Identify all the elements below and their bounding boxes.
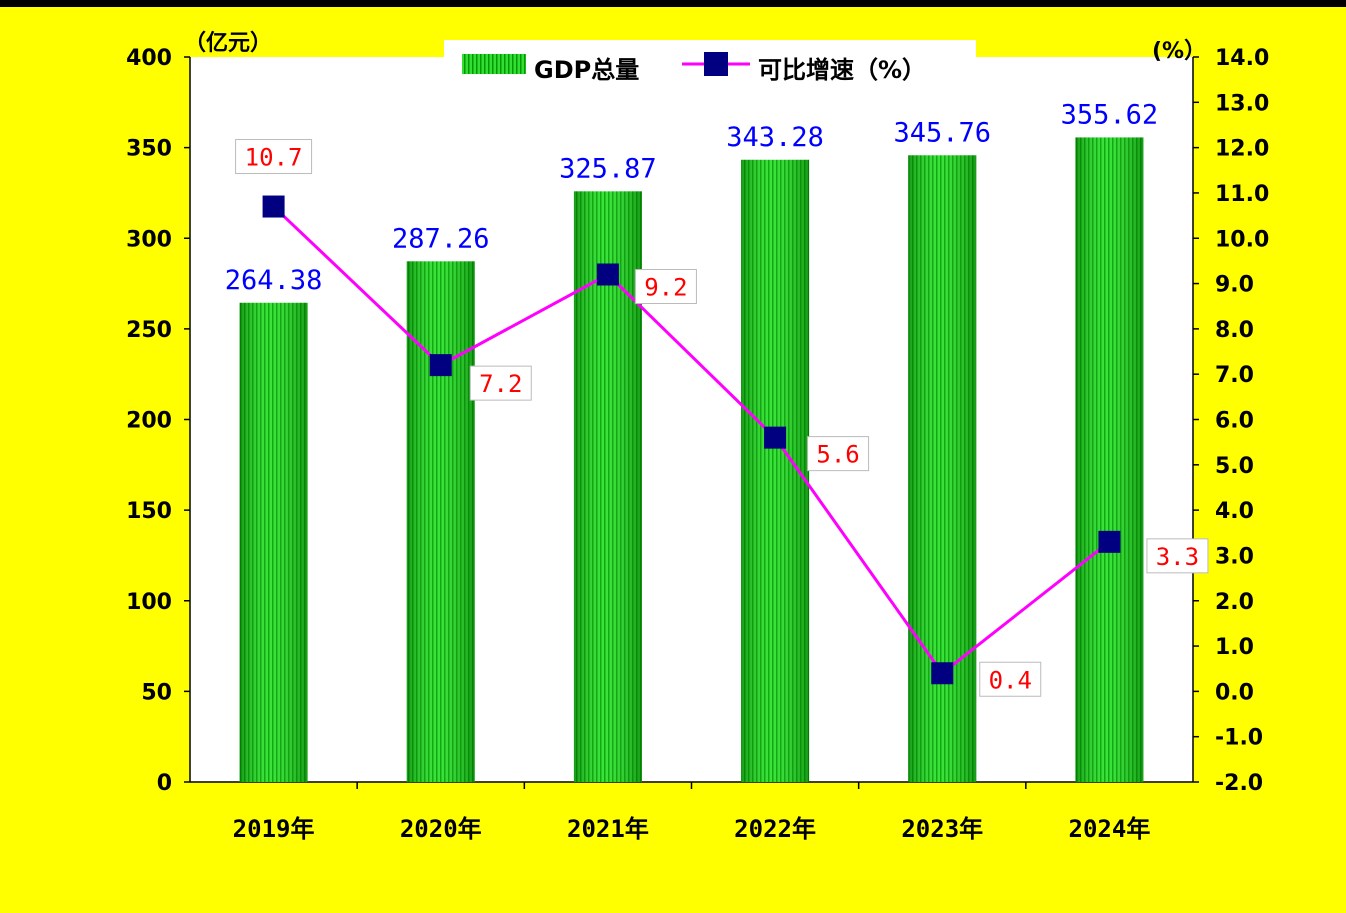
right-tick-label: 9.0 xyxy=(1215,273,1254,298)
axes: 0 50 100 150 200 250 300 350 400 -2.0 -1.0 0.0 1.0 2.… xyxy=(126,46,1269,843)
x-category-label: 2020年 xyxy=(400,815,482,843)
gdp-bar-shading xyxy=(573,191,642,783)
right-tick-label: 4.0 xyxy=(1215,499,1254,524)
data-labels: 264.38 287.26 325.87 343.28 345.76 355.62 10.7… xyxy=(225,99,1209,697)
right-tick-label: 0.0 xyxy=(1215,680,1254,705)
line-series xyxy=(262,195,1121,685)
gdp-bar-value-label: 264.38 xyxy=(225,265,323,296)
right-tick-label: 12.0 xyxy=(1215,137,1269,162)
growth-marker xyxy=(931,662,954,685)
x-category-label: 2019年 xyxy=(233,815,315,843)
growth-label-box xyxy=(469,365,532,401)
x-category-label: 2024年 xyxy=(1069,815,1151,843)
right-tick-label: 13.0 xyxy=(1215,91,1269,116)
top-border xyxy=(0,0,1346,7)
growth-value-label: 9.2 xyxy=(644,274,687,302)
right-tick-label: 11.0 xyxy=(1215,182,1269,207)
growth-marker xyxy=(262,195,285,218)
gdp-bar-value-label: 345.76 xyxy=(893,117,991,148)
right-tick-label: 14.0 xyxy=(1215,46,1269,71)
right-axis-unit: (%） xyxy=(1152,39,1206,64)
growth-value-label: 7.2 xyxy=(479,370,522,398)
growth-marker xyxy=(1098,530,1121,553)
legend: GDP总量 可比增速（%） xyxy=(444,40,976,84)
gdp-bar-shading xyxy=(239,302,308,782)
bar-series xyxy=(239,137,1144,783)
left-tick-label: 250 xyxy=(126,318,172,343)
growth-value-label: 0.4 xyxy=(989,666,1032,694)
growth-label-box xyxy=(634,269,697,304)
right-tick-label: 3.0 xyxy=(1215,544,1254,569)
growth-value-label: 3.3 xyxy=(1156,543,1199,571)
right-tick-label: 7.0 xyxy=(1215,363,1254,388)
growth-value-label: 5.6 xyxy=(816,441,859,469)
growth-label-box xyxy=(807,436,870,472)
legend-label-growth: 可比增速（%） xyxy=(758,56,926,84)
right-tick-label: 10.0 xyxy=(1215,227,1269,252)
plot-area xyxy=(190,57,1193,782)
growth-label-box xyxy=(979,661,1042,697)
right-tick-label: 2.0 xyxy=(1215,590,1254,615)
gdp-bar-value-label: 355.62 xyxy=(1061,99,1159,130)
right-tick-label: 6.0 xyxy=(1215,409,1254,434)
legend-label-gdp: GDP总量 xyxy=(534,56,639,84)
left-tick-label: 150 xyxy=(126,499,172,524)
right-tick-label: 8.0 xyxy=(1215,318,1254,343)
left-tick-label: 100 xyxy=(126,590,172,615)
right-tick-label: 5.0 xyxy=(1215,454,1254,479)
left-axis-unit: （亿元） xyxy=(184,31,272,56)
left-tick-label: 300 xyxy=(126,227,172,252)
right-tick-label: 1.0 xyxy=(1215,635,1254,660)
growth-label-box xyxy=(235,139,313,175)
gdp-bar-value-label: 287.26 xyxy=(392,223,490,254)
left-tick-label: 200 xyxy=(126,409,172,434)
gdp-bar-shading xyxy=(1075,137,1144,783)
x-category-label: 2022年 xyxy=(734,815,816,843)
left-tick-label: 0 xyxy=(157,771,172,796)
legend-bar-swatch xyxy=(462,54,526,74)
left-tick-label: 400 xyxy=(126,46,172,71)
growth-marker xyxy=(596,263,619,286)
gdp-bar-value-label: 325.87 xyxy=(559,153,657,184)
right-tick-label: -1.0 xyxy=(1215,726,1263,751)
gdp-bar-value-label: 343.28 xyxy=(726,122,824,153)
left-tick-label: 350 xyxy=(126,137,172,162)
growth-marker xyxy=(429,354,452,377)
right-tick-label: -2.0 xyxy=(1215,771,1263,796)
growth-marker xyxy=(764,426,787,449)
x-category-label: 2021年 xyxy=(567,815,649,843)
x-category-label: 2023年 xyxy=(901,815,983,843)
legend-marker-swatch xyxy=(704,52,728,76)
growth-line xyxy=(272,205,1111,676)
left-tick-label: 50 xyxy=(141,680,172,705)
growth-label-box xyxy=(1146,538,1209,574)
gdp-bar-shading xyxy=(406,261,475,782)
gdp-bar-shading xyxy=(908,155,977,782)
growth-value-label: 10.7 xyxy=(245,144,303,172)
